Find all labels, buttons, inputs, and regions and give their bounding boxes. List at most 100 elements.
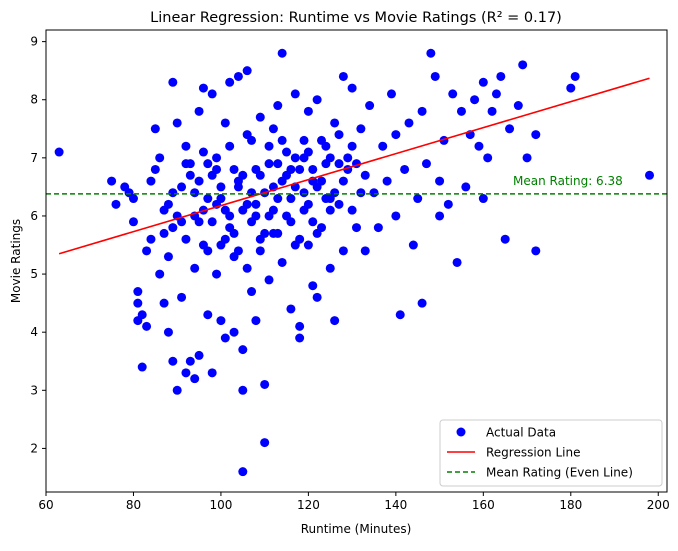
data-point bbox=[277, 135, 287, 145]
data-point bbox=[185, 170, 195, 180]
data-point bbox=[566, 83, 576, 93]
data-point bbox=[264, 211, 274, 221]
data-point bbox=[282, 211, 292, 221]
data-point bbox=[107, 176, 117, 186]
y-axis-ticks: 2 3 4 5 6 7 8 9 bbox=[30, 35, 46, 455]
x-axis-ticks: 60 80 100 120 140 160 180 200 bbox=[38, 492, 670, 512]
data-point bbox=[330, 118, 340, 128]
data-point bbox=[295, 321, 305, 331]
data-point bbox=[247, 188, 257, 198]
data-point bbox=[198, 147, 208, 157]
data-point bbox=[299, 135, 309, 145]
y-tick-label: 8 bbox=[30, 93, 38, 107]
data-point bbox=[163, 327, 173, 337]
data-point bbox=[111, 199, 121, 209]
data-point bbox=[242, 263, 252, 273]
data-point bbox=[172, 118, 182, 128]
data-point bbox=[369, 188, 379, 198]
data-point bbox=[312, 228, 322, 238]
data-point bbox=[146, 234, 156, 244]
data-point bbox=[426, 48, 436, 58]
data-point bbox=[435, 176, 445, 186]
data-point bbox=[443, 199, 453, 209]
data-point bbox=[128, 194, 138, 204]
data-point bbox=[421, 159, 431, 169]
data-point bbox=[247, 287, 257, 297]
data-point bbox=[290, 89, 300, 99]
data-point bbox=[233, 71, 243, 81]
data-point bbox=[155, 269, 165, 279]
data-point bbox=[238, 467, 248, 477]
x-axis-label: Runtime (Minutes) bbox=[301, 522, 412, 536]
data-point bbox=[312, 95, 322, 105]
data-point bbox=[435, 211, 445, 221]
data-point bbox=[177, 182, 187, 192]
data-point bbox=[483, 153, 493, 163]
legend: Actual Data Regression Line Mean Rating … bbox=[439, 419, 663, 487]
data-point bbox=[308, 217, 318, 227]
data-point bbox=[198, 83, 208, 93]
legend-box bbox=[439, 419, 663, 487]
data-point bbox=[325, 205, 335, 215]
data-point bbox=[378, 141, 388, 151]
data-point bbox=[430, 71, 440, 81]
data-point bbox=[163, 199, 173, 209]
data-point bbox=[137, 310, 147, 320]
plot-frame bbox=[45, 29, 668, 493]
data-point bbox=[233, 182, 243, 192]
data-point bbox=[251, 164, 261, 174]
data-point bbox=[317, 135, 327, 145]
data-point bbox=[382, 176, 392, 186]
data-point bbox=[308, 281, 318, 291]
data-point bbox=[181, 141, 191, 151]
data-point bbox=[299, 205, 309, 215]
data-point bbox=[417, 106, 427, 116]
data-point bbox=[133, 287, 143, 297]
data-point bbox=[194, 217, 204, 227]
x-tick-label: 100 bbox=[209, 498, 232, 512]
data-point bbox=[229, 164, 239, 174]
data-point bbox=[404, 118, 414, 128]
data-point bbox=[142, 246, 152, 256]
data-point bbox=[159, 228, 169, 238]
data-point bbox=[400, 164, 410, 174]
data-point bbox=[500, 234, 510, 244]
data-point bbox=[185, 356, 195, 366]
data-point bbox=[321, 194, 331, 204]
data-point bbox=[360, 246, 370, 256]
data-point bbox=[216, 182, 226, 192]
data-point bbox=[264, 275, 274, 285]
mean-rating-annotation: Mean Rating: 6.38 bbox=[513, 174, 623, 188]
data-point bbox=[172, 385, 182, 395]
data-point bbox=[491, 89, 501, 99]
data-point bbox=[356, 188, 366, 198]
data-point bbox=[413, 194, 423, 204]
data-point bbox=[317, 176, 327, 186]
data-point bbox=[233, 246, 243, 256]
data-point bbox=[487, 106, 497, 116]
data-point bbox=[295, 234, 305, 244]
data-point bbox=[220, 205, 230, 215]
data-point bbox=[181, 159, 191, 169]
data-point bbox=[177, 292, 187, 302]
data-point bbox=[238, 170, 248, 180]
data-point bbox=[242, 130, 252, 140]
data-point bbox=[190, 374, 200, 384]
data-point bbox=[513, 101, 523, 111]
data-point bbox=[238, 385, 248, 395]
data-point bbox=[277, 48, 287, 58]
data-point bbox=[338, 71, 348, 81]
data-point bbox=[190, 188, 200, 198]
data-point bbox=[395, 310, 405, 320]
data-point bbox=[286, 194, 296, 204]
x-tick-label: 160 bbox=[472, 498, 495, 512]
data-point bbox=[181, 234, 191, 244]
data-point bbox=[238, 345, 248, 355]
data-point bbox=[260, 379, 270, 389]
data-point bbox=[163, 252, 173, 262]
data-point bbox=[330, 316, 340, 326]
data-point bbox=[474, 141, 484, 151]
data-point bbox=[225, 77, 235, 87]
data-point bbox=[251, 316, 261, 326]
data-point bbox=[242, 66, 252, 76]
